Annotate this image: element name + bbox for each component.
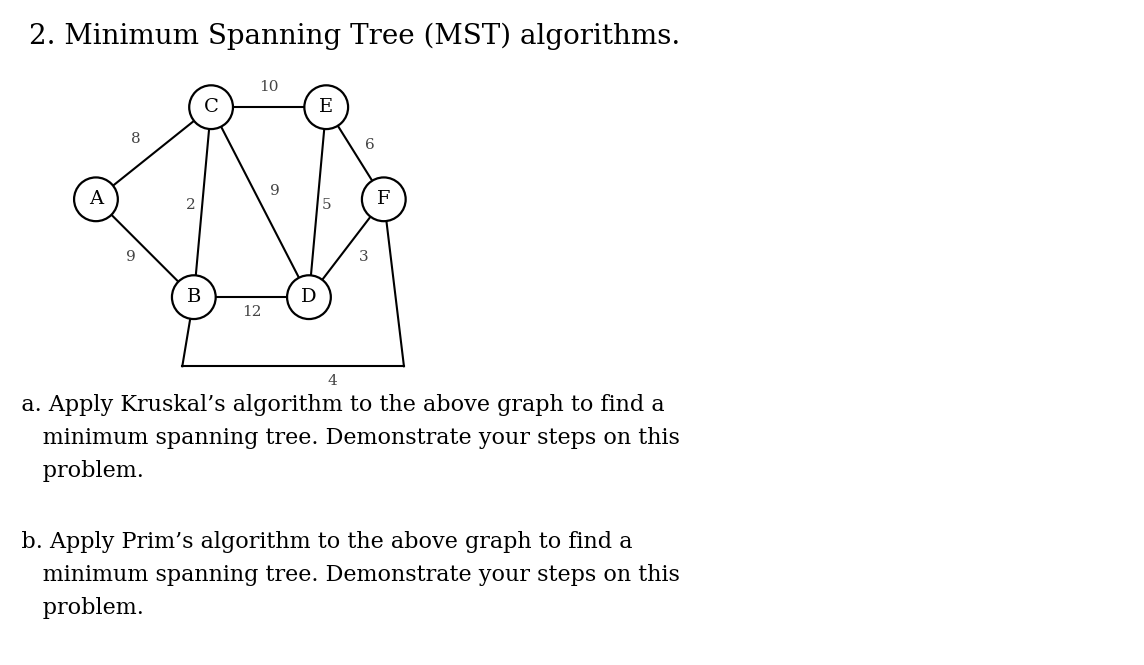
Text: B: B: [186, 288, 201, 306]
Text: C: C: [204, 98, 219, 116]
Text: 8: 8: [132, 132, 141, 146]
Circle shape: [172, 275, 216, 319]
Text: 4: 4: [327, 374, 336, 388]
Text: D: D: [301, 288, 317, 306]
Text: a. Apply Kruskal’s algorithm to the above graph to find a
      minimum spanning: a. Apply Kruskal’s algorithm to the abov…: [0, 394, 680, 482]
Text: F: F: [378, 190, 390, 208]
Text: 2. Minimum Spanning Tree (MST) algorithms.: 2. Minimum Spanning Tree (MST) algorithm…: [29, 23, 680, 51]
Circle shape: [189, 85, 233, 129]
Text: A: A: [89, 190, 103, 208]
Text: 9: 9: [126, 250, 135, 264]
Text: 12: 12: [241, 305, 261, 319]
Circle shape: [287, 275, 331, 319]
Circle shape: [362, 178, 406, 221]
Circle shape: [74, 178, 118, 221]
Text: 10: 10: [259, 80, 278, 94]
Text: E: E: [319, 98, 333, 116]
Circle shape: [304, 85, 348, 129]
Text: 6: 6: [365, 138, 374, 152]
Text: 2: 2: [186, 198, 196, 212]
Text: 9: 9: [270, 184, 279, 198]
Text: b. Apply Prim’s algorithm to the above graph to find a
      minimum spanning tr: b. Apply Prim’s algorithm to the above g…: [0, 531, 680, 619]
Text: 3: 3: [359, 250, 368, 264]
Text: 5: 5: [321, 198, 331, 212]
